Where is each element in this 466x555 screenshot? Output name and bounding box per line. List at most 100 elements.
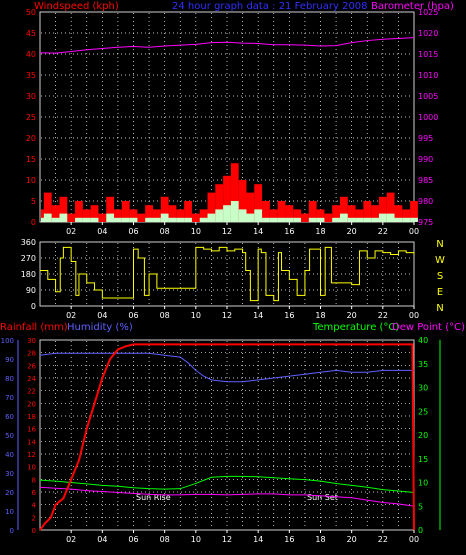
dir-ytick-90: 90 <box>26 286 36 295</box>
rain-ytick-2: 2 <box>32 514 36 522</box>
wind-avg-bar-5 <box>75 217 83 222</box>
p3-xtick-02: 02 <box>66 535 76 544</box>
dir-ytick-0: 0 <box>31 302 36 311</box>
wind-gust-bar-17 <box>168 205 177 222</box>
wind-gust-bar-30 <box>269 209 278 222</box>
dir-ytick-180: 180 <box>21 270 36 279</box>
wind-gust-bar-40 <box>347 205 356 222</box>
p1-xtick-08: 08 <box>160 227 170 236</box>
compass-label-3: E <box>437 287 443 298</box>
wind-gust-bar-24 <box>223 175 231 222</box>
wind-avg-bar-19 <box>184 217 192 222</box>
rain-ytick-26: 26 <box>27 362 36 370</box>
wind-avg-bar-27 <box>246 213 255 222</box>
wind-ytick-20: 20 <box>26 134 36 143</box>
wind-gust-bar-46 <box>394 205 403 222</box>
rain-temp-plot-frame <box>39 339 415 531</box>
rain-ytick-4: 4 <box>32 502 37 510</box>
wind-avg-bar-36 <box>316 217 325 222</box>
wind-avg-bar-33 <box>293 217 302 222</box>
p1-xtick-14: 14 <box>253 227 263 236</box>
baro-ytick-1005: 1005 <box>418 92 438 101</box>
rain-ytick-8: 8 <box>32 476 36 484</box>
wind-ytick-35: 35 <box>26 71 36 80</box>
wind-gust-bar-27 <box>246 192 255 222</box>
barometer-axis-title: Barometer (hpa) <box>371 1 454 12</box>
humidity-ytick-40: 40 <box>5 451 14 459</box>
wind-gust-bar-5 <box>75 201 83 222</box>
wind-avg-bar-22 <box>207 213 216 222</box>
wind-gust-bar-32 <box>285 205 294 222</box>
rain-ytick-28: 28 <box>27 350 36 358</box>
wind-gust-bar-29 <box>262 201 270 222</box>
p2-xtick-22: 22 <box>378 311 388 320</box>
wind-avg-bar-23 <box>215 209 224 222</box>
wind-gust-bar-2 <box>51 205 60 222</box>
sunrise-annotation: Sun Rise <box>136 493 171 502</box>
humidity-ytick-100: 100 <box>1 337 14 345</box>
wind-ytick-0: 0 <box>31 218 36 227</box>
compass-label-1: W <box>435 255 445 266</box>
wind-gust-bar-16 <box>160 196 169 222</box>
rain-ytick-18: 18 <box>27 413 36 421</box>
wind-gust-bar-20 <box>191 213 200 222</box>
wind-avg-bar-1 <box>43 213 52 222</box>
wind-gust-bar-15 <box>152 209 161 222</box>
wind-gust-bar-31 <box>277 201 286 222</box>
p2-xtick-04: 04 <box>97 311 107 320</box>
wind-gust-bar-38 <box>332 205 340 222</box>
temp-ytick-20: 20 <box>418 431 428 440</box>
wind-avg-bar-24 <box>223 205 231 222</box>
humidity-ytick-70: 70 <box>5 394 14 402</box>
wind-gust-bar-45 <box>386 192 395 222</box>
wind-gust-bar-42 <box>363 201 372 222</box>
wind-avg-bar-14 <box>145 217 153 222</box>
p2-xtick-10: 10 <box>191 311 201 320</box>
wind-gust-bar-21 <box>199 209 208 222</box>
wind-gust-bar-8 <box>98 213 107 222</box>
wind-ytick-40: 40 <box>26 50 36 59</box>
wind-avg-bar-26 <box>238 209 247 222</box>
wind-avg-bar-28 <box>254 209 263 222</box>
wind-gust-bar-35 <box>308 201 317 222</box>
temp-ytick-30: 30 <box>418 384 428 393</box>
rain-ytick-0: 0 <box>32 527 36 535</box>
baro-ytick-990: 990 <box>418 155 433 164</box>
wind-gust-bar-44 <box>378 196 387 222</box>
temp-ytick-10: 10 <box>418 479 428 488</box>
wind-gust-bar-41 <box>355 209 364 222</box>
temp-ytick-40: 40 <box>418 336 428 345</box>
p2-xtick-12: 12 <box>222 311 232 320</box>
wind-gust-bar-39 <box>339 196 348 222</box>
rainfall-line <box>39 343 415 531</box>
dewpoint-axis-title: Dew Point (°C) <box>392 322 465 333</box>
wind-gust-bar-48 <box>410 201 418 222</box>
wind-gust-bar-19 <box>184 201 192 222</box>
humidity-axis-title: Humidity (%) <box>67 322 133 333</box>
baro-ytick-1010: 1010 <box>418 71 438 80</box>
rain-ytick-14: 14 <box>27 438 36 446</box>
temperature-axis-title: Temperature (°C) <box>312 322 399 333</box>
p3-xtick-14: 14 <box>253 535 263 544</box>
wind-avg-bar-31 <box>277 217 286 222</box>
p3-xtick-08: 08 <box>160 535 170 544</box>
rain-ytick-30: 30 <box>27 337 36 345</box>
wind-gust-bar-14 <box>145 205 153 222</box>
p3-xtick-20: 20 <box>347 535 357 544</box>
rain-ytick-6: 6 <box>32 489 37 497</box>
wind-gust-bar-6 <box>82 209 91 222</box>
wind-avg-bar-32 <box>285 217 294 222</box>
temp-ytick-0: 0 <box>418 526 423 535</box>
baro-ytick-985: 985 <box>418 176 433 185</box>
wind-avg-bar-17 <box>168 217 177 222</box>
rain-ytick-24: 24 <box>27 375 36 383</box>
p2-xtick-16: 16 <box>284 311 294 320</box>
p2-xtick-14: 14 <box>253 311 263 320</box>
p1-xtick-10: 10 <box>191 227 201 236</box>
p3-xtick-06: 06 <box>128 535 138 544</box>
wind-avg-bar-25 <box>230 201 239 222</box>
wind-gust-bar-22 <box>207 192 216 222</box>
p3-xtick-18: 18 <box>315 535 325 544</box>
wind-gust-bar-37 <box>324 213 333 222</box>
